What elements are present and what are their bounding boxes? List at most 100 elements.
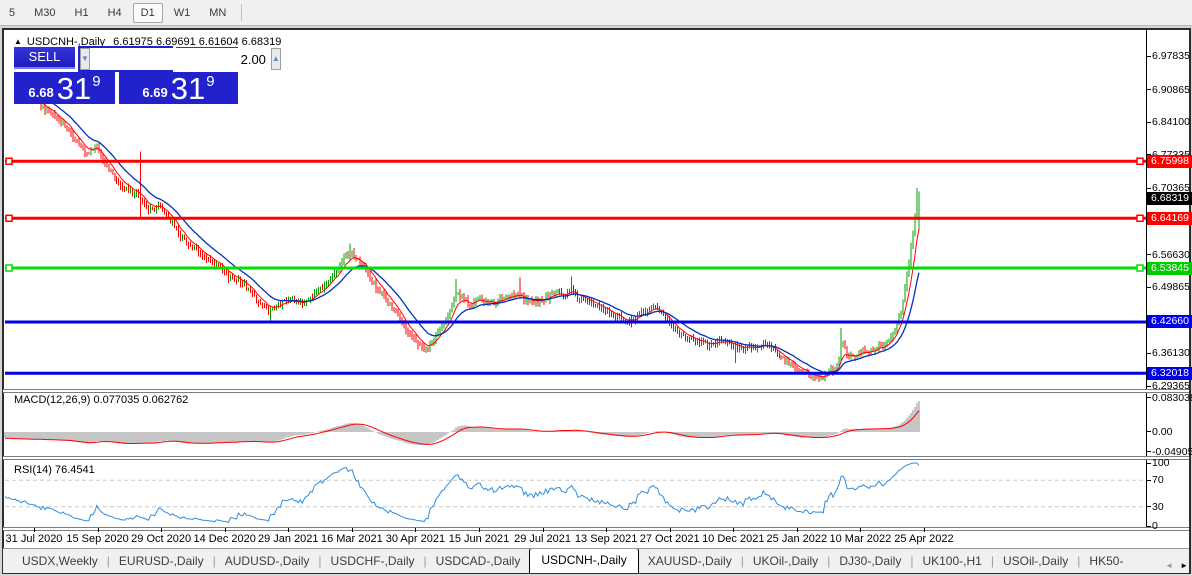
price-tick-label: 6.97835 (1152, 50, 1190, 62)
date-label: 27 Oct 2021 (639, 533, 700, 545)
macd-values: 0.077035 0.062762 (93, 394, 189, 406)
tab-audusd-daily[interactable]: AUDUSD-,Daily (224, 554, 310, 568)
tab-separator: | (910, 554, 914, 568)
tab-usdchf-daily[interactable]: USDCHF-,Daily (330, 554, 415, 568)
tab-eurusd-daily[interactable]: EURUSD-,Daily (118, 554, 204, 568)
date-tick (860, 528, 862, 532)
macd-tick (1146, 431, 1151, 433)
tab-hk50-[interactable]: HK50- (1089, 554, 1124, 568)
sell-price-display[interactable]: 6.68 31 9 (14, 72, 115, 104)
rsi-tick (1146, 525, 1151, 527)
buy-price-display[interactable]: 6.69 31 9 (119, 72, 238, 104)
price-axis-line (1146, 30, 1147, 528)
price-tick (1146, 352, 1151, 354)
volume-increase-button[interactable]: ▲ (270, 48, 281, 70)
date-tick (97, 528, 99, 532)
tab-separator: | (990, 554, 994, 568)
price-tick-label: 6.56630 (1152, 248, 1190, 261)
timeframe-button-5[interactable]: 5 (9, 6, 16, 19)
tab-dj30-daily[interactable]: DJ30-,Daily (839, 554, 902, 568)
tab-xauusd-daily[interactable]: XAUUSD-,Daily (647, 554, 732, 568)
date-tick (288, 528, 290, 532)
timeframe-button-w1[interactable]: W1 (173, 6, 191, 19)
symbol-tab-bar: USDX,Weekly | EURUSD-,Daily | AUDUSD-,Daily |… (3, 548, 1189, 573)
tab-separator: | (740, 554, 744, 568)
date-tick (542, 528, 544, 532)
tab-usdcad-daily[interactable]: USDCAD-,Daily (435, 554, 521, 568)
tab-usdcnh-daily[interactable]: USDCNH-,Daily (529, 549, 639, 573)
collapse-panel-icon[interactable]: ▲ (14, 37, 22, 46)
date-tick (733, 528, 735, 532)
price-tick-label: 6.29365 (1152, 380, 1190, 393)
price-tick (1146, 286, 1151, 288)
date-tick (796, 528, 798, 532)
rsi-tick (1146, 462, 1151, 464)
tab-separator: | (106, 554, 110, 568)
price-tick (1146, 89, 1151, 91)
price-tick-label: 6.49865 (1152, 281, 1190, 294)
timeframe-button-h4[interactable]: H4 (107, 6, 122, 19)
date-label: 16 Mar 2021 (320, 533, 383, 545)
macd-tick-label: 0.00 (1152, 425, 1173, 438)
tab-ukoil-daily[interactable]: UKOil-,Daily (752, 554, 819, 568)
rsi-tick-label: 30 (1152, 500, 1164, 513)
sell-button[interactable]: SELL (14, 47, 75, 69)
buy-price-small: 6.69 (142, 85, 168, 100)
rsi-tick-label: 70 (1152, 474, 1164, 487)
tab-separator: | (212, 554, 216, 568)
timeframe-button-d1[interactable]: D1 (132, 2, 163, 23)
sell-price-sup: 9 (92, 73, 101, 90)
date-tick (669, 528, 671, 532)
ohlc-values: 6.61975 6.69691 6.61604 6.68319 (113, 36, 282, 48)
date-tick (161, 528, 163, 532)
macd-name: MACD(12,26,9) (14, 394, 91, 406)
rsi-tick-label: 0 (1152, 520, 1158, 532)
date-label: 14 Dec 2020 (193, 533, 256, 545)
panel-separator-rsi-dates (3, 527, 1189, 531)
timeframe-button-h1[interactable]: H1 (74, 6, 89, 19)
chart-window (2, 28, 1191, 574)
tab-separator: | (318, 554, 322, 568)
symbol-title: USDCNH-,Daily (26, 36, 106, 48)
tab-usoil-daily[interactable]: USOil-,Daily (1002, 554, 1069, 568)
tab-separator: | (423, 554, 427, 568)
tab-scroll-right-icon[interactable]: ► (1180, 561, 1188, 570)
timeframe-button-m30[interactable]: M30 (34, 6, 56, 19)
tab-scroll-arrows: ◄ ► (1161, 561, 1188, 570)
macd-caption: MACD(12,26,9) 0.077035 0.062762 (14, 394, 188, 406)
level-line-handle[interactable] (5, 264, 13, 272)
date-label: 15 Sep 2020 (66, 533, 129, 545)
level-line-handle[interactable] (1136, 264, 1144, 272)
panel-separator-price-macd[interactable] (3, 389, 1189, 393)
date-label: 25 Jan 2022 (766, 533, 828, 545)
date-label: 25 Apr 2022 (894, 533, 954, 545)
date-tick (415, 528, 417, 532)
level-price-label: 6.32018 (1147, 366, 1192, 380)
tab-scroll-left-icon[interactable]: ◄ (1165, 561, 1174, 570)
panel-separator-macd-rsi[interactable] (3, 456, 1189, 460)
date-label: 10 Dec 2021 (702, 533, 765, 545)
price-tick (1146, 385, 1151, 387)
macd-tick (1146, 397, 1151, 399)
volume-spinner: ▼ ▲ (78, 46, 281, 72)
level-line-handle[interactable] (1136, 214, 1144, 223)
ma-slow-line (48, 100, 920, 374)
rsi-tick (1146, 479, 1151, 481)
date-tick (606, 528, 608, 532)
rsi-value: 76.4541 (54, 464, 95, 476)
price-tick (1146, 55, 1151, 57)
level-line-handle[interactable] (5, 214, 13, 223)
level-line-handle[interactable] (5, 157, 13, 166)
timeframe-button-mn[interactable]: MN (209, 6, 227, 19)
level-line-handle[interactable] (1136, 157, 1144, 166)
macd-tick-label: 0.083039 (1152, 391, 1192, 404)
volume-decrease-button[interactable]: ▼ (80, 48, 90, 70)
volume-input[interactable] (89, 48, 271, 70)
date-label: 13 Sep 2021 (574, 533, 638, 545)
sell-price-small: 6.68 (28, 85, 54, 100)
date-label: 29 Jul 2021 (514, 533, 571, 545)
tab-uk100-h1[interactable]: UK100-,H1 (922, 554, 982, 568)
tab-usdx-weekly[interactable]: USDX,Weekly (22, 554, 98, 568)
